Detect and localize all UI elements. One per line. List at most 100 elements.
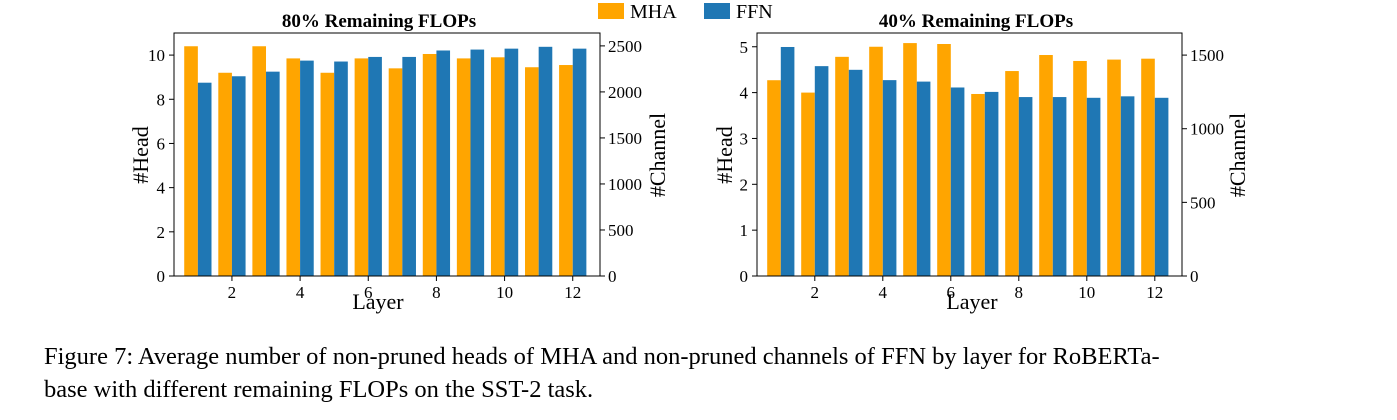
mha-bar-layer-1: [184, 46, 198, 276]
mha-bar-layer-7: [388, 68, 403, 276]
ffn-bar-layer-10: [504, 48, 519, 277]
right-y-tick-label: 2000: [608, 83, 642, 102]
mha-bar-layer-7: [971, 93, 985, 276]
left-y-tick-label: 10: [148, 46, 165, 65]
x-tick-label: 8: [432, 283, 441, 302]
chart-title: 80% Remaining FLOPs: [282, 11, 476, 32]
mha-bar-layer-9: [1039, 55, 1053, 277]
mha-bar-layer-10: [1073, 60, 1087, 276]
left-y-tick-label: 4: [157, 179, 166, 198]
left-y-tick-label: 8: [157, 90, 166, 109]
ffn-bar-layer-12: [572, 48, 587, 277]
mha-bar-layer-5: [903, 43, 917, 277]
ffn-bar-layer-6: [950, 87, 965, 277]
plot-frame: [173, 32, 601, 277]
caption-line-2: base with different remaining FLOPs on t…: [44, 376, 594, 403]
x-tick-label: 10: [496, 283, 513, 302]
ffn-bar-layer-9: [470, 49, 485, 276]
x-tick-label: 12: [1146, 283, 1163, 302]
ffn-bar-layer-1: [197, 82, 212, 276]
right-y-tick-label: 500: [1190, 193, 1216, 212]
left-y-tick-label: 0: [157, 267, 166, 286]
mha-bar-layer-4: [286, 58, 301, 277]
ffn-bar-layer-1: [780, 46, 795, 276]
x-axis-label: Layer: [352, 289, 404, 314]
x-tick-label: 12: [564, 283, 581, 302]
mha-bar-layer-6: [354, 58, 369, 277]
ffn-bar-layer-5: [334, 61, 348, 276]
right-y-tick-label: 0: [1190, 267, 1199, 286]
right-y-tick-label: 1500: [608, 129, 642, 148]
ffn-bar-layer-3: [848, 69, 863, 276]
ffn-bar-layer-5: [916, 81, 931, 276]
ffn-bar-layer-8: [1018, 97, 1033, 276]
ffn-bar-layer-2: [814, 66, 829, 276]
ffn-bar-layer-9: [1052, 97, 1067, 276]
mha-bar-layer-2: [218, 72, 232, 276]
figure-caption: Figure 7: Average number of non-pruned h…: [44, 340, 1364, 406]
left-y-tick-label: 6: [157, 134, 166, 153]
mha-bar-layer-4: [869, 46, 883, 276]
x-axis-label: Layer: [946, 289, 998, 314]
ffn-bar-layer-11: [1120, 96, 1135, 276]
mha-bar-layer-1: [767, 80, 781, 276]
x-tick-label: 10: [1078, 283, 1095, 302]
left-y-tick-label: 2: [157, 223, 166, 242]
left-y-tick-label: 3: [740, 129, 749, 148]
ffn-bar-layer-2: [231, 76, 246, 276]
right-y-tick-label: 1000: [1190, 120, 1224, 139]
right-y-tick-label: 1500: [1190, 46, 1224, 65]
x-tick-label: 6: [364, 283, 373, 302]
chart-80-percent: 80% Remaining FLOPs 0 2 4 6 8 10 0 500 1000 1500 2…: [128, 11, 670, 314]
x-tick-label: 4: [296, 283, 305, 302]
legend: MHA FFN: [598, 1, 773, 23]
ffn-bar-layer-10: [1086, 97, 1101, 276]
x-tick-label: 4: [879, 283, 888, 302]
x-tick-label: 2: [228, 283, 237, 302]
legend-mha-label: MHA: [630, 1, 677, 23]
ffn-bar-layer-12: [1154, 97, 1169, 276]
mha-bar-layer-12: [559, 65, 573, 276]
chart-title: 40% Remaining FLOPs: [879, 11, 1073, 32]
x-tick-label: 8: [1015, 283, 1024, 302]
right-y-tick-label: 500: [608, 221, 634, 240]
right-y-axis-label: #Channel: [1225, 113, 1250, 197]
x-tick-label: 2: [811, 283, 820, 302]
mha-bar-layer-9: [456, 58, 471, 277]
ffn-bar-layer-3: [266, 71, 280, 276]
mha-bar-layer-2: [801, 92, 815, 276]
mha-bar-layer-8: [1005, 71, 1019, 276]
ffn-bar-layer-7: [402, 56, 416, 277]
chart-40-percent: 40% Remaining FLOPs 0 12 3 4 5 0 500 1000 1500 2 4…: [712, 11, 1250, 314]
ffn-bar-layer-7: [984, 91, 999, 276]
right-y-tick-label: 1000: [608, 175, 642, 194]
left-y-tick-label: 5: [740, 38, 749, 57]
mha-bar-layer-11: [525, 67, 539, 277]
left-y-tick-label: 0: [740, 267, 749, 286]
mha-bar-layer-12: [1141, 58, 1155, 277]
figure: MHA FFN 80% Remaining FLOPs 024681005001…: [128, 1, 1250, 314]
legend-mha-swatch: [598, 3, 624, 19]
left-y-axis-label: #Head: [128, 126, 153, 183]
right-y-axis-label: #Channel: [645, 113, 670, 197]
plot-frame: [756, 32, 1183, 277]
legend-ffn-swatch: [704, 3, 730, 19]
ffn-bar-layer-11: [538, 46, 553, 277]
left-y-tick-label: 2: [740, 175, 749, 194]
ffn-bar-layer-6: [368, 56, 382, 277]
ffn-bar-layer-4: [882, 80, 897, 276]
right-y-tick-label: 0: [608, 267, 617, 286]
mha-bar-layer-3: [252, 46, 267, 276]
mha-bar-layer-10: [490, 57, 505, 276]
left-y-axis-label: #Head: [712, 126, 737, 183]
caption-line-1: Figure 7: Average number of non-pruned h…: [44, 343, 1160, 370]
ffn-bar-layer-8: [436, 50, 451, 276]
mha-bar-layer-3: [835, 56, 849, 277]
legend-ffn-label: FFN: [736, 1, 773, 23]
mha-bar-layer-11: [1107, 59, 1121, 277]
ffn-bar-layer-4: [300, 60, 314, 276]
left-y-tick-label: 4: [740, 84, 749, 103]
mha-bar-layer-5: [320, 72, 335, 276]
right-y-tick-label: 2500: [608, 37, 642, 56]
x-tick-label: 6: [947, 283, 956, 302]
